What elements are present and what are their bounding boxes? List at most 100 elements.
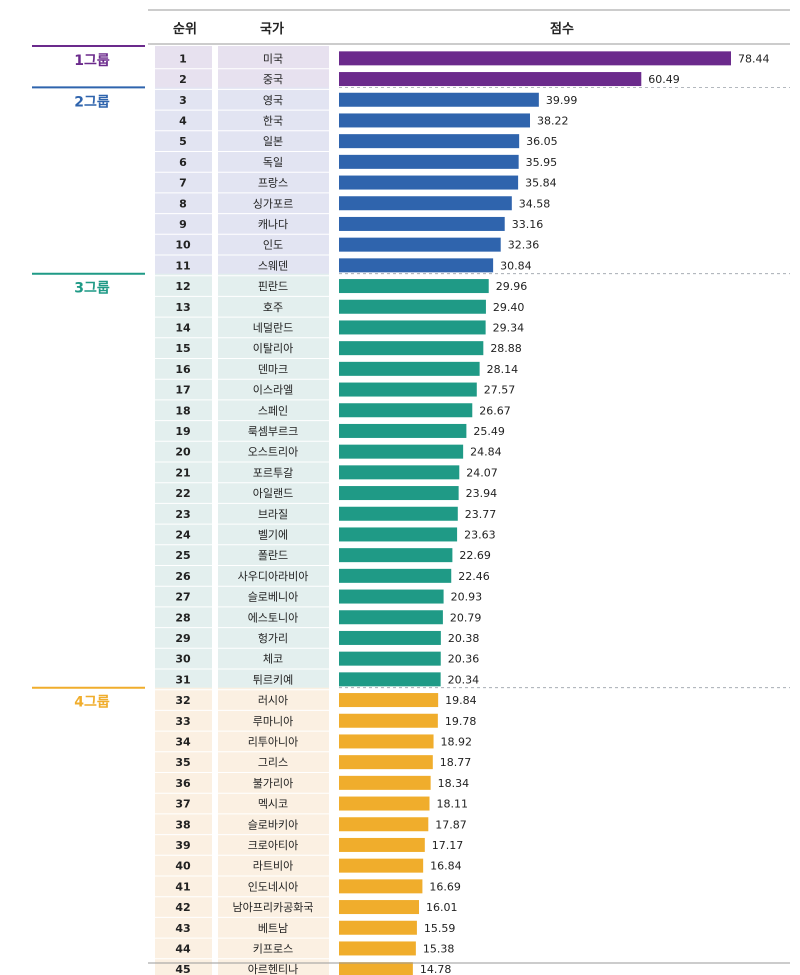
rank-label: 39 xyxy=(175,839,190,852)
rank-label: 29 xyxy=(175,632,190,645)
rank-label: 26 xyxy=(175,570,191,583)
table-row: 31 튀르키예 20.34 xyxy=(155,668,480,687)
rank-label: 18 xyxy=(175,404,190,417)
rank-label: 25 xyxy=(175,549,190,562)
rank-label: 15 xyxy=(175,342,190,355)
country-label: 체코 xyxy=(263,653,283,666)
score-column-header: 점수 xyxy=(550,22,574,37)
score-value-label: 20.38 xyxy=(448,632,480,645)
score-value-label: 35.95 xyxy=(526,156,558,169)
table-row: 28 에스토니아 20.79 xyxy=(155,606,481,625)
rank-label: 23 xyxy=(175,508,190,521)
score-bar xyxy=(339,796,430,811)
table-row: 22 아일랜드 23.94 xyxy=(155,482,497,501)
rank-label: 38 xyxy=(175,818,190,831)
table-row: 26 사우디아라비아 22.46 xyxy=(155,565,490,583)
rank-label: 22 xyxy=(175,487,190,500)
table-row: 25 폴란드 22.69 xyxy=(155,544,491,563)
score-value-label: 20.36 xyxy=(448,653,480,666)
score-value-label: 25.49 xyxy=(473,425,505,438)
table-row: 9 캐나다 33.16 xyxy=(155,213,543,231)
table-row: 14 네덜란드 29.34 xyxy=(155,316,524,335)
score-bar xyxy=(339,858,424,873)
country-label: 헝가리 xyxy=(258,632,288,645)
country-column-header: 국가 xyxy=(260,22,284,37)
rank-label: 30 xyxy=(175,653,191,666)
group-1-country-panel xyxy=(218,46,329,90)
country-label: 라트비아 xyxy=(253,860,293,873)
table-row: 23 브라질 23.77 xyxy=(155,502,496,521)
score-value-label: 15.38 xyxy=(423,942,455,955)
score-bar xyxy=(339,72,642,87)
country-label: 영국 xyxy=(263,94,283,107)
score-bar xyxy=(339,589,444,604)
score-value-label: 22.46 xyxy=(458,570,490,583)
score-bar xyxy=(339,216,505,231)
country-label: 키프로스 xyxy=(253,942,293,955)
rank-label: 43 xyxy=(175,922,190,935)
country-label: 루마니아 xyxy=(253,715,293,728)
group-3-rank-panel xyxy=(155,273,212,690)
score-bar xyxy=(339,423,467,438)
table-row: 4 한국 38.22 xyxy=(155,109,569,128)
table-row: 18 스페인 26.67 xyxy=(155,399,511,418)
rank-label: 45 xyxy=(175,963,190,975)
table-row: 16 덴마크 28.14 xyxy=(155,358,518,376)
table-row: 6 독일 35.95 xyxy=(155,151,558,169)
country-label: 이스라엘 xyxy=(253,384,293,397)
table-row: 43 베트남 15.59 xyxy=(155,916,455,935)
score-value-label: 24.07 xyxy=(466,466,498,479)
group-3-country-panel xyxy=(218,273,329,690)
table-row: 27 슬로베니아 20.93 xyxy=(155,585,482,604)
score-bar xyxy=(339,444,464,459)
score-bar xyxy=(339,341,484,356)
rank-label: 14 xyxy=(175,321,191,334)
rank-label: 1 xyxy=(179,52,187,65)
score-value-label: 26.67 xyxy=(479,404,511,417)
rank-label: 32 xyxy=(175,694,190,707)
country-label: 덴마크 xyxy=(258,363,288,376)
table-row: 30 체코 20.36 xyxy=(155,647,480,666)
score-value-label: 30.84 xyxy=(500,259,531,272)
table-row: 40 라트비아 16.84 xyxy=(155,854,462,873)
score-bar xyxy=(339,258,494,273)
country-label: 일본 xyxy=(263,134,283,148)
table-row: 29 헝가리 20.38 xyxy=(155,627,480,645)
score-bar xyxy=(339,279,489,294)
country-label: 리투아니아 xyxy=(248,735,299,748)
table-row: 39 크로아티아 17.17 xyxy=(155,834,464,852)
country-label: 슬로베니아 xyxy=(248,591,299,604)
country-label: 인도 xyxy=(263,239,283,252)
table-row: 38 슬로바키아 17.87 xyxy=(155,813,467,832)
country-label: 벨기에 xyxy=(258,528,288,541)
group-4-country-panel xyxy=(218,687,329,975)
score-value-label: 17.17 xyxy=(432,839,464,852)
rank-label: 40 xyxy=(175,860,191,873)
table-row: 10 인도 32.36 xyxy=(155,233,539,252)
table-row: 19 룩셈부르크 25.49 xyxy=(155,420,505,438)
country-label: 인도네시아 xyxy=(248,880,299,893)
score-value-label: 36.05 xyxy=(526,135,558,148)
rank-label: 8 xyxy=(179,197,187,210)
score-value-label: 14.78 xyxy=(420,963,452,975)
country-label: 폴란드 xyxy=(258,549,288,562)
score-value-label: 78.44 xyxy=(738,52,770,65)
score-bar xyxy=(339,51,731,66)
score-bar xyxy=(339,693,439,708)
score-bar xyxy=(339,320,486,335)
score-bar xyxy=(339,775,431,790)
rank-label: 41 xyxy=(175,880,190,893)
country-label: 한국 xyxy=(263,114,283,127)
group-4-label: 4그룹 xyxy=(74,695,110,711)
group-labels: 1그룹 2그룹 3그룹 4그룹 xyxy=(32,45,790,711)
rank-label: 13 xyxy=(175,301,190,314)
country-label: 중국 xyxy=(263,73,283,86)
score-value-label: 24.84 xyxy=(470,446,502,459)
country-label: 캐나다 xyxy=(258,218,288,231)
score-bar xyxy=(339,92,539,107)
score-value-label: 29.96 xyxy=(496,280,528,293)
score-bar xyxy=(339,900,420,915)
score-value-label: 20.34 xyxy=(448,673,480,686)
country-label: 스페인 xyxy=(258,404,288,417)
